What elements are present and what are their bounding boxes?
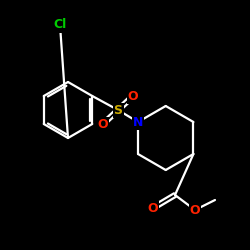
- Text: S: S: [114, 104, 122, 117]
- Text: O: O: [190, 204, 200, 216]
- Text: O: O: [128, 90, 138, 102]
- Text: Cl: Cl: [54, 18, 66, 32]
- Text: O: O: [98, 118, 108, 130]
- Text: O: O: [148, 202, 158, 214]
- Text: N: N: [133, 116, 143, 128]
